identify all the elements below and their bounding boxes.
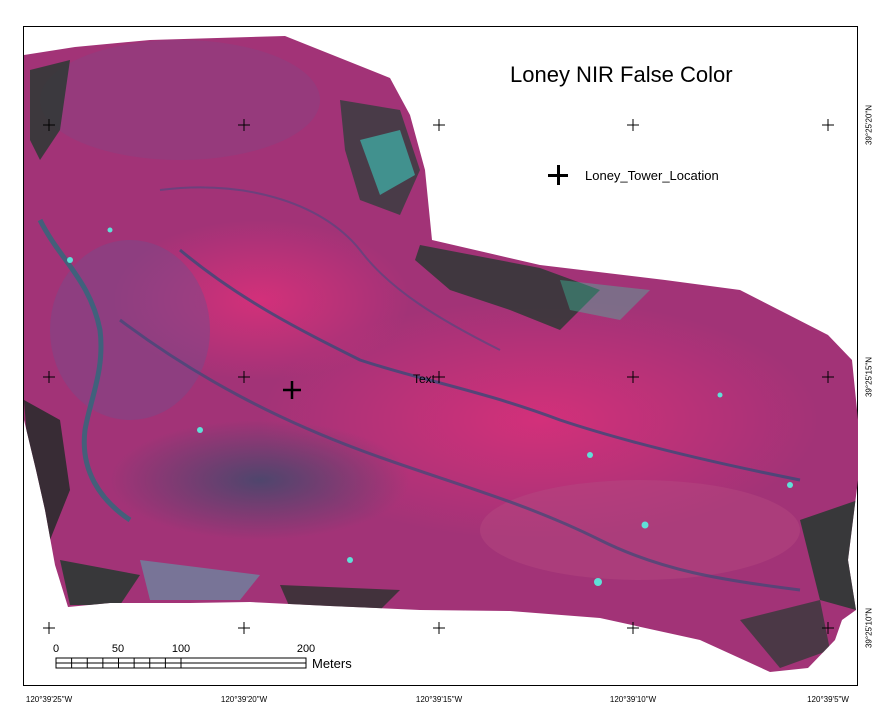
scale-bar-label: 200 bbox=[296, 643, 316, 655]
tower-location-cross-icon bbox=[548, 165, 568, 185]
graticule-crosses bbox=[43, 119, 834, 634]
tree-shadow-patch bbox=[30, 60, 70, 160]
graticule-cross bbox=[433, 371, 445, 383]
legend-label: Loney_Tower_Location bbox=[585, 167, 719, 183]
graticule-cross bbox=[238, 371, 250, 383]
water-pool bbox=[587, 452, 593, 458]
pale-marsh-area bbox=[480, 480, 800, 580]
false-color-image bbox=[24, 36, 858, 672]
upper-marsh-area bbox=[40, 40, 320, 160]
graticule-cross bbox=[238, 119, 250, 131]
latitude-label: 39°25'20"N bbox=[864, 104, 874, 146]
map-annotation-text: Text bbox=[413, 372, 436, 386]
bare-ground-patch bbox=[560, 280, 650, 320]
latitude-label: 39°25'15"N bbox=[864, 356, 874, 398]
graticule-cross bbox=[822, 622, 834, 634]
tree-shadow-patch bbox=[60, 560, 140, 605]
scale-bar-label: 0 bbox=[52, 643, 60, 655]
longitude-label: 120°39'25"W bbox=[25, 695, 73, 704]
tree-shadow-patch bbox=[415, 245, 600, 330]
tree-shadow-patch bbox=[740, 600, 830, 668]
scale-bar bbox=[55, 657, 307, 669]
water-pool bbox=[594, 578, 602, 586]
water-pool bbox=[641, 521, 649, 529]
channel bbox=[159, 186, 501, 351]
scale-bar-label: 50 bbox=[111, 643, 125, 655]
graticule-cross bbox=[822, 119, 834, 131]
graticule-cross bbox=[43, 622, 55, 634]
tree-shadow-patch bbox=[24, 400, 70, 540]
channel bbox=[37, 218, 132, 523]
channel bbox=[119, 318, 801, 592]
graticule-cross bbox=[627, 119, 639, 131]
scale-bar-label: 100 bbox=[171, 643, 191, 655]
graticule-cross bbox=[627, 622, 639, 634]
longitude-label: 120°39'15"W bbox=[415, 695, 463, 704]
graticule-cross bbox=[43, 371, 55, 383]
graticule-cross bbox=[238, 622, 250, 634]
graticule-cross bbox=[43, 119, 55, 131]
dark-wetland-area bbox=[110, 420, 410, 540]
scale-bar-unit: Meters bbox=[312, 656, 352, 671]
water-pool bbox=[197, 427, 203, 433]
latitude-label: 39°25'10"N bbox=[864, 607, 874, 649]
water-pool bbox=[107, 227, 113, 233]
longitude-label: 120°39'5"W bbox=[807, 695, 849, 704]
water-pool bbox=[67, 257, 73, 263]
bare-ground-patch bbox=[360, 130, 415, 195]
legend: Loney_Tower_Location bbox=[548, 160, 719, 190]
graticule-cross bbox=[433, 622, 445, 634]
map-title: Loney NIR False Color bbox=[510, 62, 733, 87]
tree-shadow-patch bbox=[280, 585, 400, 610]
channel bbox=[179, 248, 801, 482]
water-pool bbox=[717, 392, 723, 398]
water-pool bbox=[347, 557, 353, 563]
longitude-label: 120°39'20"W bbox=[220, 695, 268, 704]
water-pool bbox=[787, 482, 793, 488]
graticule-cross bbox=[433, 119, 445, 131]
longitude-label: 120°39'10"W bbox=[609, 695, 657, 704]
tree-shadow-patch bbox=[800, 500, 858, 610]
tower-location-marker bbox=[283, 381, 301, 399]
bare-ground-patch bbox=[140, 560, 260, 600]
graticule-cross bbox=[627, 371, 639, 383]
dark-wetland-area bbox=[50, 240, 210, 420]
graticule-cross bbox=[822, 371, 834, 383]
